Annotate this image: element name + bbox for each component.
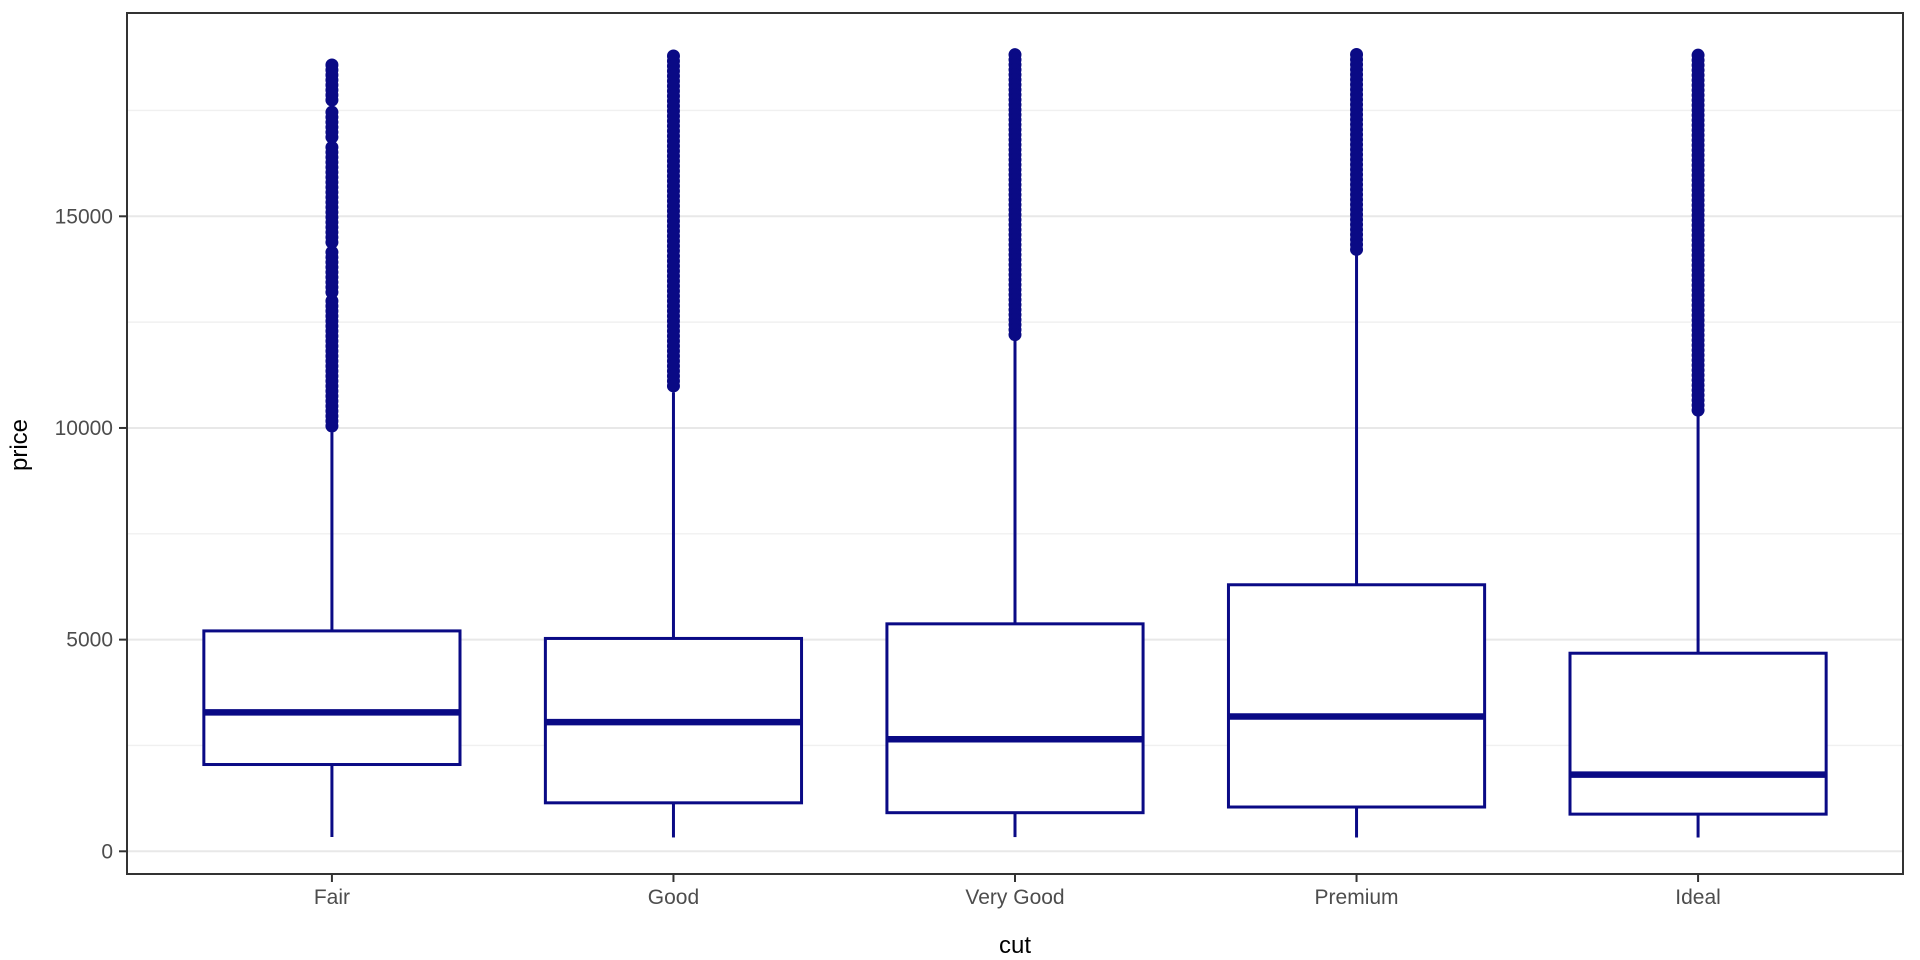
outlier-dot bbox=[325, 285, 339, 299]
iqr-box bbox=[1568, 651, 1828, 816]
x-axis-title: cut bbox=[999, 932, 1031, 959]
y-tick-label: 10000 bbox=[55, 417, 113, 440]
boxplots-layer bbox=[202, 47, 1828, 838]
y-tick-label: 0 bbox=[101, 840, 113, 863]
outlier-dot bbox=[325, 93, 339, 107]
boxplot-group-premium bbox=[1226, 47, 1487, 838]
y-tick-label: 5000 bbox=[66, 629, 113, 652]
y-axis-title: price bbox=[6, 419, 33, 471]
outlier-dot bbox=[325, 235, 339, 249]
x-tick-label: Good bbox=[648, 886, 699, 909]
outlier-dot bbox=[325, 130, 339, 144]
x-tick-label: Very Good bbox=[965, 886, 1064, 909]
x-tick-label: Ideal bbox=[1675, 886, 1721, 909]
x-tick-label: Premium bbox=[1315, 886, 1399, 909]
x-tick-label: Fair bbox=[314, 886, 350, 909]
boxplot-group-very-good bbox=[885, 48, 1145, 838]
outlier-dot bbox=[1008, 328, 1022, 342]
axes-layer: 0 5000 10000 15000 Fair Good Very Good Premium I… bbox=[55, 205, 1721, 909]
outlier-dot bbox=[325, 419, 339, 433]
iqr-box bbox=[885, 622, 1145, 815]
boxplot-group-good bbox=[543, 49, 804, 838]
outlier-dot bbox=[666, 379, 680, 393]
outlier-dot bbox=[1350, 242, 1364, 256]
boxplot-group-fair bbox=[202, 58, 462, 838]
outlier-dot bbox=[1691, 403, 1705, 417]
iqr-box bbox=[1226, 583, 1487, 809]
boxplot-group-ideal bbox=[1568, 48, 1828, 838]
iqr-box bbox=[202, 629, 462, 767]
y-tick-label: 15000 bbox=[55, 205, 113, 228]
